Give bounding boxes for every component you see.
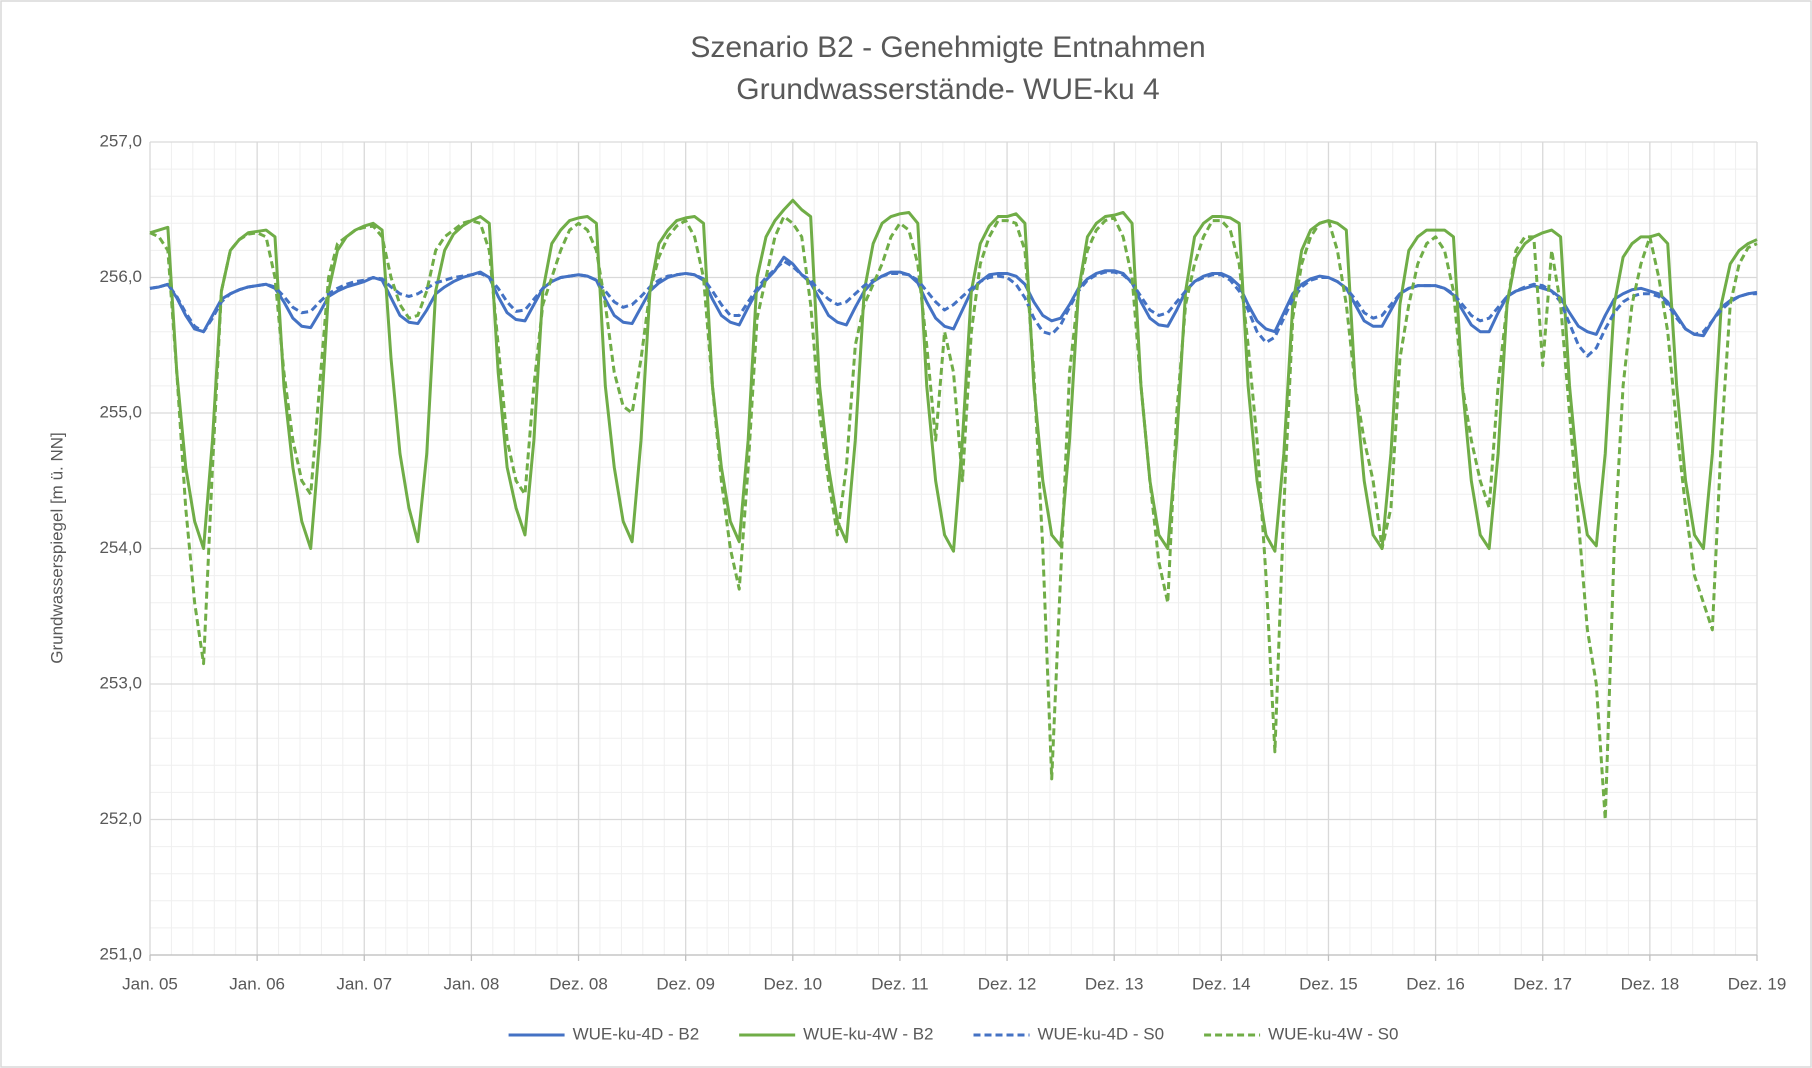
y-tick-label: 255,0 [99, 402, 142, 421]
y-tick-label: 256,0 [99, 267, 142, 286]
x-tick-label: Dez. 17 [1513, 974, 1572, 993]
x-tick-label: Jan. 06 [229, 974, 285, 993]
legend-label: WUE-ku-4W - S0 [1268, 1024, 1398, 1043]
series-line [149, 259, 1757, 358]
plot-lines [149, 198, 1758, 821]
x-tick-label: Jan. 05 [122, 974, 178, 993]
chart-title: Szenario B2 - Genehmigte Entnahmen [690, 31, 1205, 64]
x-tick-label: Dez. 14 [1192, 974, 1251, 993]
x-tick-label: Dez. 15 [1299, 974, 1358, 993]
ticks: 251,0 252,0 253,0 254,0 255,0 256,0 257,0 Jan. … [99, 131, 1786, 993]
x-tick-label: Dez. 08 [549, 974, 608, 993]
series-line [149, 255, 1758, 338]
x-tick-label: Dez. 16 [1406, 974, 1465, 993]
x-tick-label: Dez. 09 [656, 974, 715, 993]
y-tick-label: 251,0 [99, 944, 142, 963]
y-tick-label: 252,0 [99, 809, 142, 828]
legend: WUE-ku-4D - B2 WUE-ku-4W - B2 WUE-ku-4D - … [508, 1024, 1398, 1043]
y-tick-label: 253,0 [99, 673, 142, 692]
series-line [149, 215, 1758, 821]
x-tick-label: Dez. 12 [978, 974, 1037, 993]
series-line [149, 198, 1758, 553]
x-tick-label: Dez. 13 [1085, 974, 1144, 993]
y-tick-label: 254,0 [99, 538, 142, 557]
x-tick-label: Jan. 07 [336, 974, 392, 993]
y-axis-label: Grundwasserspiegel [m ü. NN] [47, 432, 66, 663]
y-tick-label: 257,0 [99, 131, 142, 150]
x-tick-label: Dez. 11 [871, 974, 928, 993]
legend-label: WUE-ku-4D - B2 [573, 1024, 700, 1043]
chart-subtitle: Grundwasserstände- WUE-ku 4 [736, 73, 1160, 106]
legend-label: WUE-ku-4D - S0 [1038, 1024, 1165, 1043]
x-tick-label: Dez. 19 [1728, 974, 1787, 993]
x-tick-label: Jan. 08 [444, 974, 500, 993]
x-tick-label: Dez. 10 [764, 974, 823, 993]
legend-label: WUE-ku-4W - B2 [803, 1024, 933, 1043]
x-tick-label: Dez. 18 [1621, 974, 1680, 993]
